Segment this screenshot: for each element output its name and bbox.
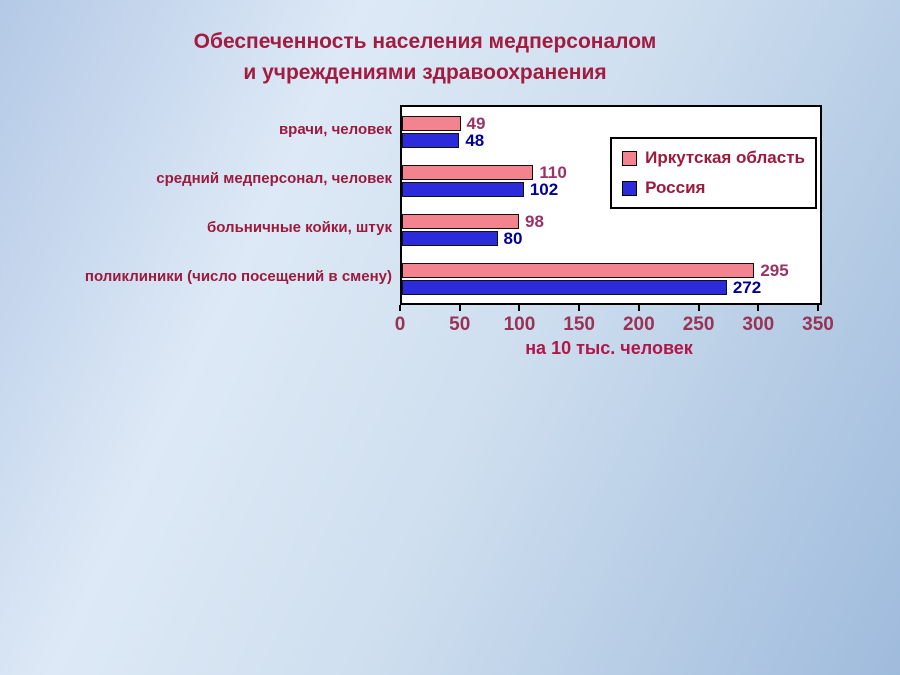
legend-item: Россия [622, 178, 805, 198]
bar-irkutsk-region [402, 262, 755, 278]
tick-label: 250 [682, 314, 715, 335]
tick-label: 50 [449, 314, 471, 335]
bar-russia [402, 279, 727, 295]
bar-row: 48 [402, 130, 820, 150]
bar-row: 98 [402, 211, 820, 231]
category-label: поликлиники (число посещений в смену) [84, 268, 392, 285]
legend-swatch-icon [622, 180, 638, 196]
legend-item: Иркутская область [622, 148, 805, 168]
legend: Иркутская область Россия [610, 137, 817, 209]
legend-label: Иркутская область [645, 148, 805, 167]
chart-title: Обеспеченность населения медперсоналом и… [0, 26, 850, 88]
bar-row: 110 [402, 162, 820, 182]
bar-groups: 49 48 110 102 98 80 295 272 [402, 107, 820, 303]
legend-label: Россия [645, 178, 706, 197]
bar-group: 49 48 [402, 107, 820, 156]
category-label: средний медперсонал, человек [156, 170, 392, 187]
tick-mark [518, 305, 521, 311]
tick-mark [399, 305, 401, 311]
plot-area: 49 48 110 102 98 80 295 272 Иркутская область Ро… [400, 105, 822, 305]
value-label: 49 [466, 113, 486, 133]
tick-label: 0 [394, 314, 406, 335]
x-axis-title: на 10 тыс. человек [525, 338, 693, 358]
x-axis-ticks: 0 50 100 150 200 250 300 350 [395, 305, 834, 343]
tick-label: 200 [622, 314, 655, 335]
bar-row: 49 [402, 113, 820, 133]
tick-mark [757, 305, 760, 311]
tick-mark [637, 305, 640, 311]
tick-mark [697, 305, 700, 311]
tick-label: 100 [503, 314, 536, 335]
chart-title-line1: Обеспеченность населения медперсоналом [193, 30, 657, 53]
bar-irkutsk-region [402, 115, 461, 131]
tick-label: 150 [563, 314, 595, 335]
bar-group: 110 102 [402, 156, 820, 205]
bar-russia [402, 132, 460, 148]
value-label: 98 [525, 211, 544, 231]
value-label: 295 [760, 260, 789, 280]
bar-irkutsk-region [402, 164, 534, 180]
value-label: 102 [529, 179, 559, 199]
legend-swatch-icon [622, 150, 638, 166]
value-label: 272 [732, 277, 762, 297]
bar-russia [402, 230, 498, 246]
bar-irkutsk-region [402, 213, 520, 229]
category-label: больничные койки, штук [206, 219, 392, 236]
bar-group: 295 272 [402, 254, 820, 303]
bar-row: 272 [402, 277, 820, 297]
bar-russia [402, 181, 524, 197]
bar-row: 295 [402, 260, 820, 280]
value-label: 80 [503, 228, 523, 248]
tick-mark [817, 305, 819, 311]
value-label: 110 [539, 162, 567, 182]
tick-mark [578, 305, 581, 311]
category-label: врачи, человек [278, 121, 392, 138]
chart-title-line2: и учреждениями здравоохранения [243, 61, 607, 84]
tick-label: 350 [802, 314, 834, 335]
bar-group: 98 80 [402, 205, 820, 254]
bar-row: 80 [402, 228, 820, 248]
category-labels: врачи, человек средний медперсонал, челов… [8, 105, 392, 301]
tick-mark [458, 305, 461, 311]
bar-row: 102 [402, 179, 820, 199]
value-label: 48 [465, 130, 485, 150]
tick-label: 300 [742, 314, 775, 335]
